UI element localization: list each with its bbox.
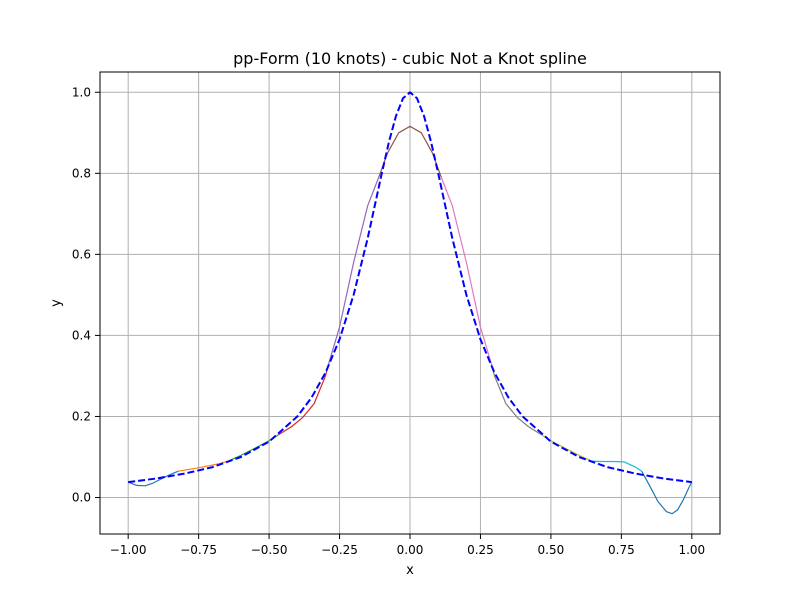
reference-curve xyxy=(128,91,692,484)
x-tick-label: 0.75 xyxy=(608,543,635,557)
y-axis-label: y xyxy=(49,299,64,307)
y-tick-label: 0.8 xyxy=(72,166,91,180)
y-tick-label: 1.0 xyxy=(72,85,91,99)
x-tick-label: −1.00 xyxy=(110,543,147,557)
x-axis-ticks: −1.00 −0.75 −0.50 −0.25 0.00 0.25 0.50 0.75 1.00 xyxy=(110,534,705,557)
x-tick-label: 0.25 xyxy=(467,543,494,557)
spline-piece-8 xyxy=(490,363,542,436)
spline-piece-5 xyxy=(328,177,380,364)
spline-piece-11 xyxy=(641,470,693,515)
spline-piece-7 xyxy=(440,177,492,364)
x-tick-label: −0.50 xyxy=(251,543,288,557)
y-tick-label: 0.2 xyxy=(72,409,91,423)
x-tick-label: 0.00 xyxy=(397,543,424,557)
curves xyxy=(127,91,693,515)
chart-title: pp-Form (10 knots) - cubic Not a Knot sp… xyxy=(233,49,587,68)
x-axis-label: x xyxy=(406,563,414,578)
spline-piece-6 xyxy=(378,125,442,178)
y-tick-label: 0.0 xyxy=(72,491,91,505)
grid xyxy=(100,72,720,534)
y-axis-ticks: 0.0 0.2 0.4 0.6 0.8 1.0 xyxy=(72,85,100,505)
y-tick-label: 0.4 xyxy=(72,328,91,342)
x-tick-label: 1.00 xyxy=(678,543,705,557)
x-tick-label: −0.75 xyxy=(180,543,217,557)
spline-piece-1 xyxy=(127,470,179,487)
spline-piece-10 xyxy=(591,460,643,472)
spline-piece-4 xyxy=(278,363,330,436)
x-tick-label: −0.25 xyxy=(321,543,358,557)
y-tick-label: 0.6 xyxy=(72,247,91,261)
x-tick-label: 0.50 xyxy=(538,543,565,557)
